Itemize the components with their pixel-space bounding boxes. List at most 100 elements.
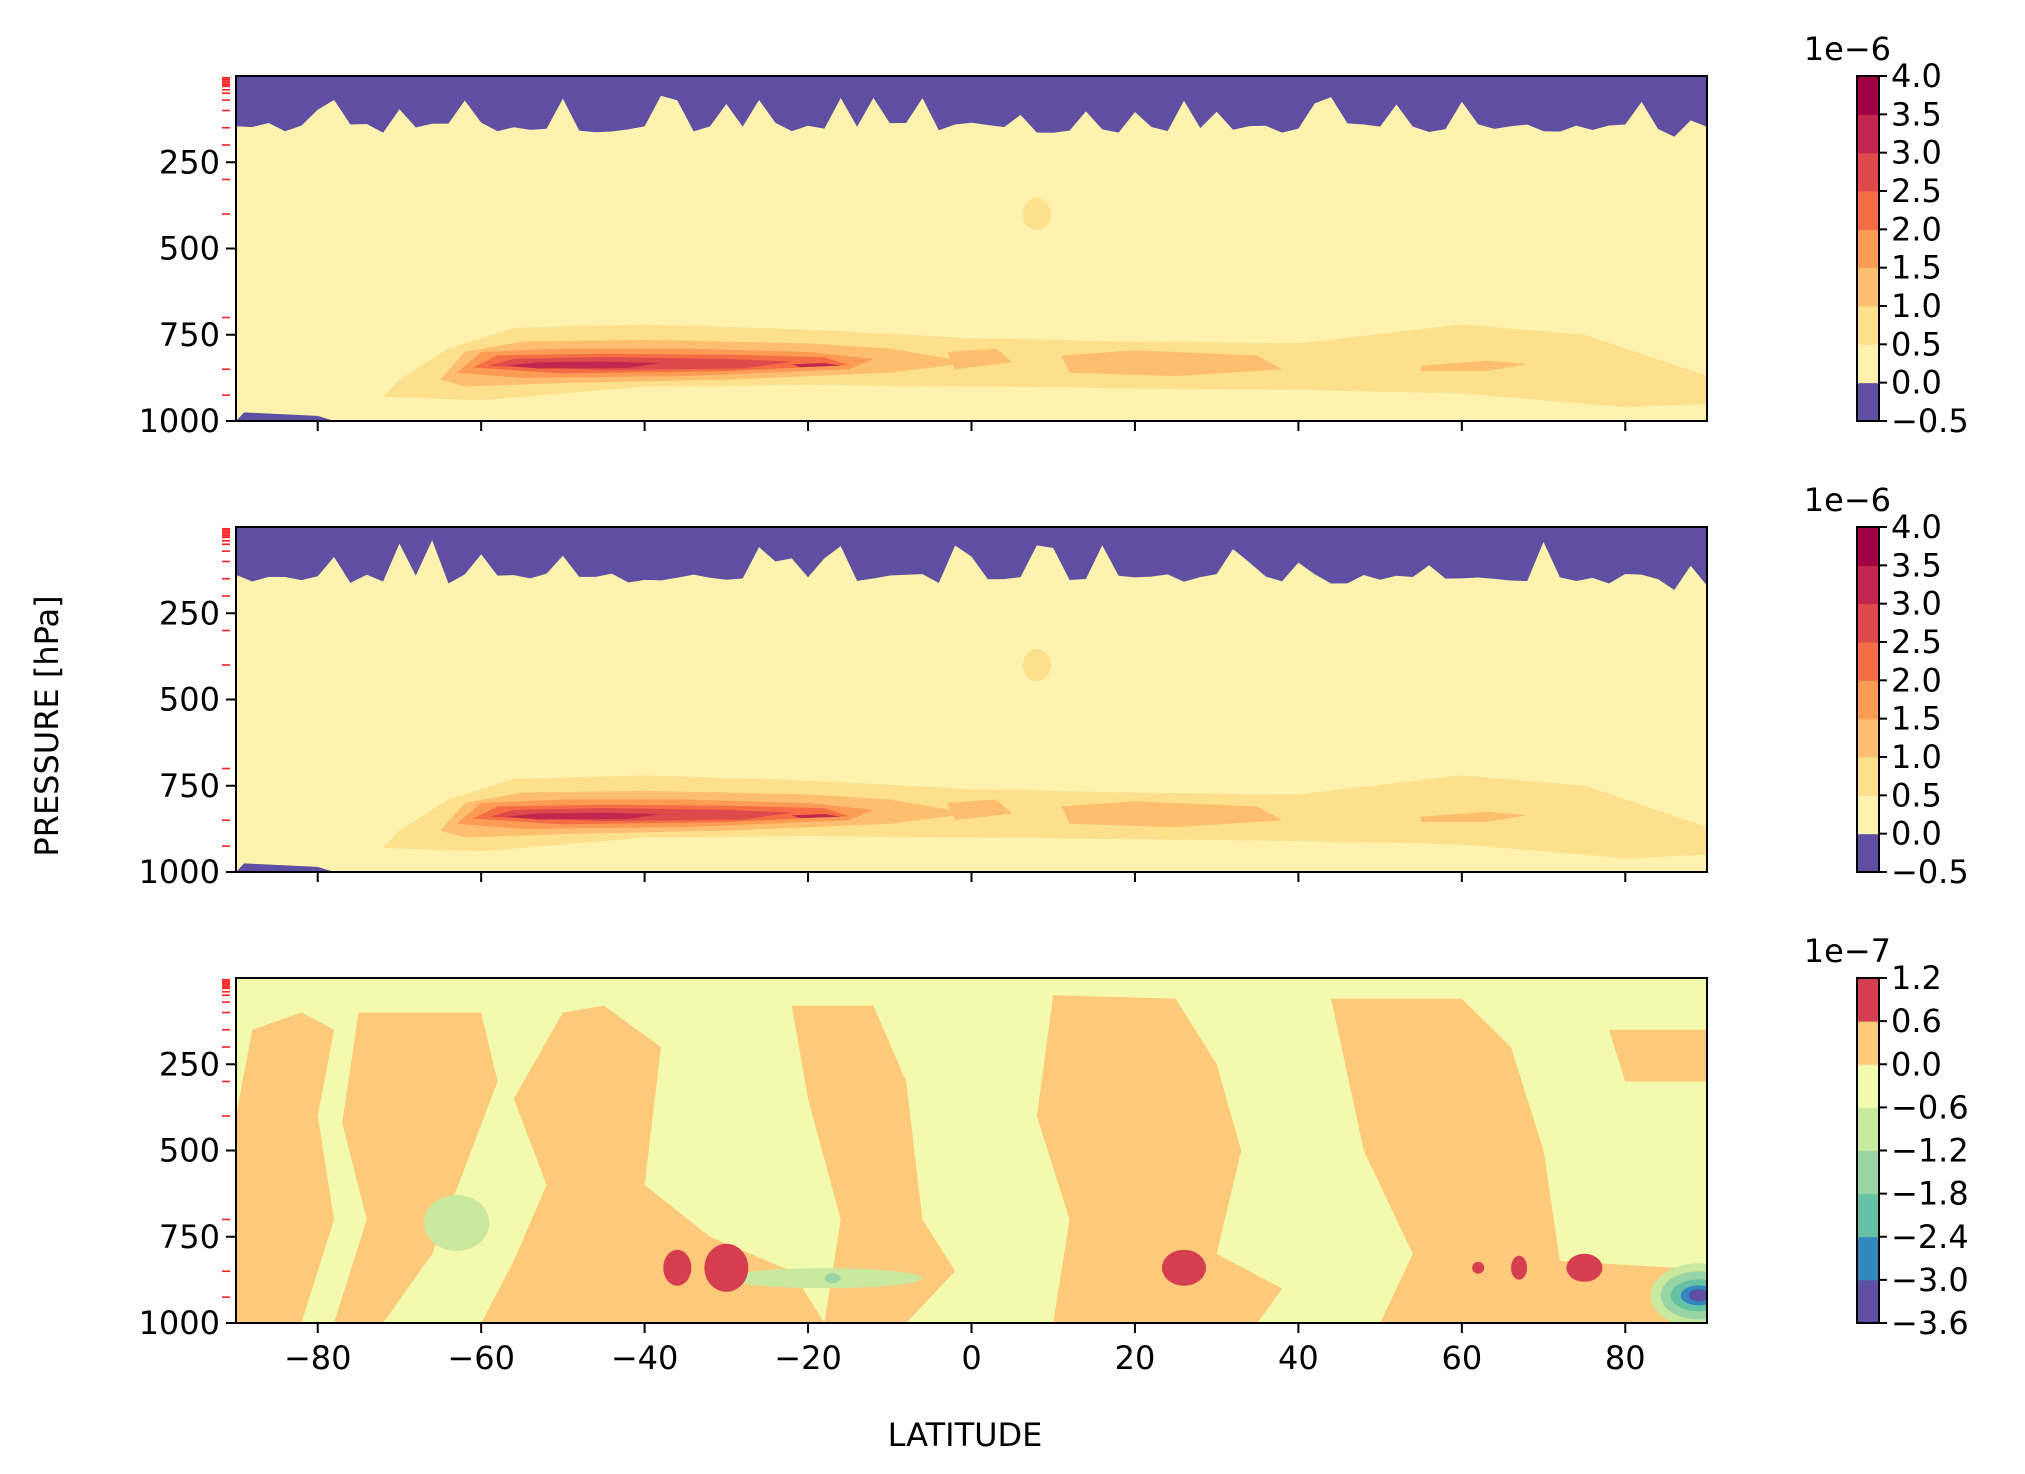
colorbar-bottom: −3.6 −3.0 −2.4 −1.8 −1.2 −0.6 0.0 0.6 1.21e−7 — [1804, 932, 1969, 1342]
colorbar-tick-label: 3.5 — [1891, 95, 1942, 133]
negative-streak-1 — [726, 1268, 923, 1289]
positive-band-3 — [791, 1005, 956, 1323]
y-tick-label: 250 — [159, 1045, 220, 1083]
colorbar-segment — [1857, 527, 1879, 566]
colorbar-tick-label: −3.0 — [1891, 1261, 1969, 1299]
colorbar-tick-label: −1.8 — [1891, 1175, 1969, 1213]
contour-level-3 — [1061, 801, 1283, 828]
colorbar-segment — [1857, 1021, 1879, 1065]
colorbar-segment — [1857, 1279, 1879, 1324]
positive-spot — [704, 1243, 749, 1292]
y-tick-label: 500 — [159, 1132, 220, 1170]
contour-level-9 — [791, 814, 841, 819]
positive-band-2 — [481, 1005, 825, 1323]
colorbar-tick-label: −1.2 — [1891, 1132, 1969, 1170]
x-tick-label: −80 — [284, 1339, 352, 1377]
colorbar-segment — [1857, 306, 1879, 345]
colorbar-tick-label: 2.5 — [1891, 172, 1942, 210]
field-contours — [236, 995, 1707, 1323]
y-tick-label: 750 — [159, 316, 220, 354]
contour-blob — [1022, 649, 1051, 681]
colorbar-segment — [1857, 152, 1879, 192]
contour-level-3 — [1061, 350, 1283, 377]
contour-level-4 — [1420, 360, 1528, 371]
x-tick-label: 80 — [1605, 1339, 1646, 1377]
x-tick-label: 60 — [1441, 1339, 1482, 1377]
colorbar-tick-label: 2.5 — [1891, 623, 1942, 661]
colorbar-tick-label: 1.5 — [1891, 700, 1942, 738]
colorbar-middle: −0.50.00.51.01.52.02.53.03.54.01e−6 — [1804, 481, 1969, 891]
colorbar-segment — [1857, 978, 1879, 1022]
colorbar-tick-label: 1.5 — [1891, 249, 1942, 287]
x-tick-label: −20 — [774, 1339, 842, 1377]
colorbar-tick-label: 2.0 — [1891, 661, 1942, 699]
x-tick-label: 40 — [1278, 1339, 1319, 1377]
x-tick-label: 0 — [961, 1339, 981, 1377]
positive-spot — [1472, 1261, 1485, 1274]
panel-middle — [236, 527, 1707, 872]
colorbar-segment — [1857, 267, 1879, 307]
colorbar-tick-label: 0.0 — [1891, 815, 1942, 853]
contour-level-8 — [505, 361, 661, 369]
negative-sliver — [236, 863, 335, 872]
colorbar-segment — [1857, 795, 1879, 835]
y-axis-label: PRESSURE [hPa] — [28, 595, 66, 856]
colorbar-segment — [1857, 833, 1879, 873]
negative-spot-ring — [1688, 1289, 1707, 1302]
contour-level-2 — [946, 799, 1013, 821]
colorbar-tick-label: 1.0 — [1891, 287, 1942, 325]
colorbar-offset-text: 1e−6 — [1804, 481, 1891, 519]
colorbar-tick-label: 0.5 — [1891, 776, 1942, 814]
panel-top — [236, 76, 1707, 421]
positive-band-1 — [334, 1012, 498, 1323]
negative-core — [824, 1273, 841, 1284]
colorbar-tick-label: −2.4 — [1891, 1218, 1969, 1256]
colorbar-top: −0.50.00.51.01.52.02.53.03.54.01e−6 — [1804, 30, 1969, 440]
x-tick-label: 20 — [1115, 1339, 1156, 1377]
negative-region — [236, 76, 1707, 137]
axes-middle: 250 500 750 1000 — [139, 526, 1708, 891]
positive-spot — [1566, 1253, 1603, 1282]
positive-band-4 — [1036, 995, 1283, 1323]
x-tick-label: −60 — [447, 1339, 515, 1377]
colorbar-segment — [1857, 565, 1879, 605]
x-axis-label: LATITUDE — [888, 1416, 1043, 1454]
y-tick-label: 1000 — [139, 1304, 220, 1342]
y-tick-label: 1000 — [139, 402, 220, 440]
y-tick-label: 1000 — [139, 853, 220, 891]
x-tick-label: −40 — [611, 1339, 679, 1377]
colorbar-tick-label: 0.6 — [1891, 1002, 1942, 1040]
colorbar-tick-label: 0.5 — [1891, 325, 1942, 363]
colorbar-segment — [1857, 680, 1879, 720]
negative-region — [236, 527, 1707, 590]
colorbar-segment — [1857, 1150, 1879, 1195]
y-tick-label: 500 — [159, 230, 220, 268]
positive-spot — [663, 1249, 692, 1286]
colorbar-segment — [1857, 642, 1879, 681]
negative-streak-0 — [423, 1194, 490, 1251]
contour-level-8 — [505, 812, 661, 820]
y-tick-label: 750 — [159, 1218, 220, 1256]
colorbar-segment — [1857, 1236, 1879, 1281]
panel-bottom — [236, 978, 1707, 1323]
colorbar-segment — [1857, 718, 1879, 758]
colorbar-segment — [1857, 191, 1879, 230]
colorbar-tick-label: −3.6 — [1891, 1304, 1969, 1342]
contour-level-4 — [1420, 811, 1528, 822]
colorbar-offset-text: 1e−6 — [1804, 30, 1891, 68]
positive-band-6 — [1608, 1029, 1707, 1082]
colorbar-tick-label: 1.2 — [1891, 959, 1942, 997]
colorbar-segment — [1857, 603, 1879, 643]
colorbar-frame — [1856, 526, 1880, 873]
positive-band-0 — [236, 1012, 335, 1323]
contour-level-2 — [946, 348, 1013, 370]
colorbar-tick-label: 4.0 — [1891, 57, 1942, 95]
colorbar-tick-label: 4.0 — [1891, 508, 1942, 546]
colorbar-tick-label: 2.0 — [1891, 210, 1942, 248]
colorbar-offset-text: 1e−7 — [1804, 932, 1891, 970]
negative-sliver — [236, 412, 335, 421]
colorbar-segment — [1857, 1193, 1879, 1238]
positive-band-5 — [1331, 998, 1707, 1323]
